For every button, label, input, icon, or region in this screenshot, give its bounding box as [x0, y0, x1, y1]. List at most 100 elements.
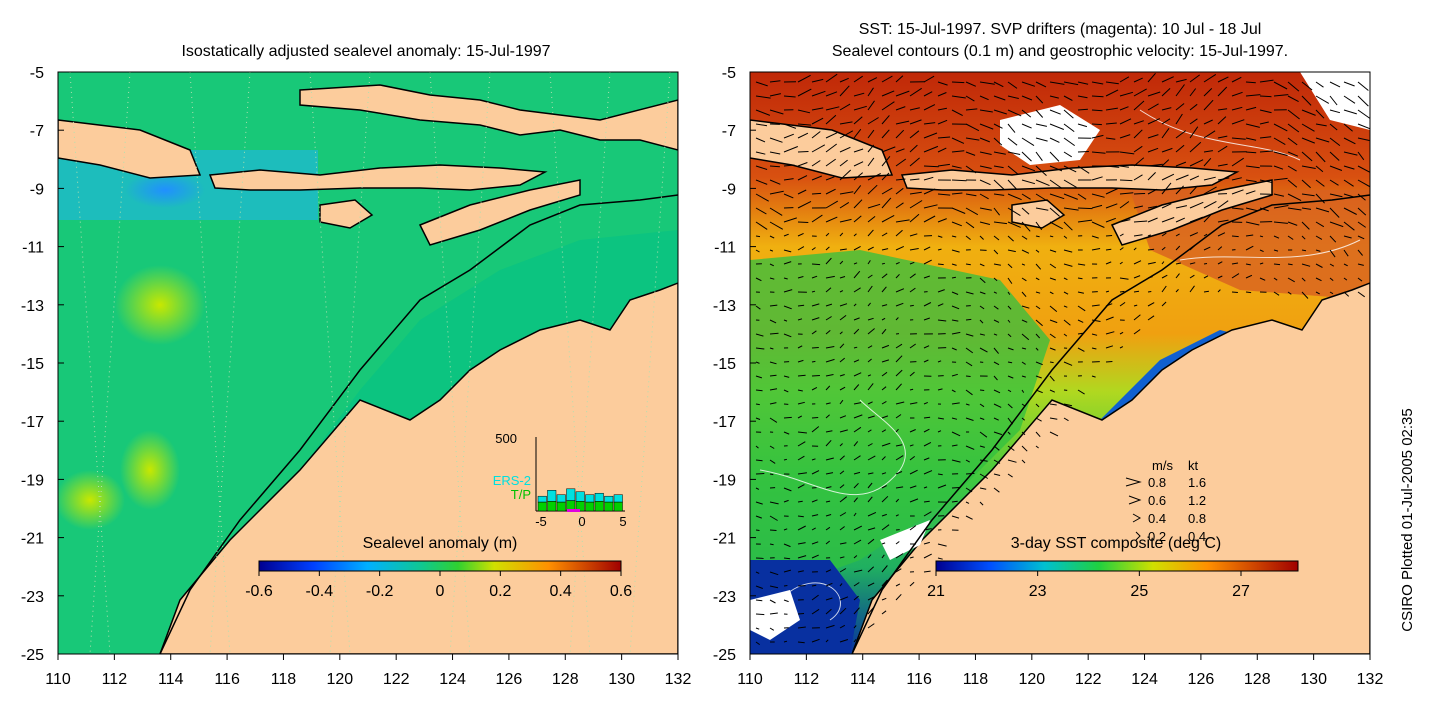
velocity-vector — [1105, 331, 1115, 335]
right-y-axis-ticks: -5 -7 -9 -11 -13 -15 -17 -19 -21 -23 -25 — [713, 65, 756, 664]
velocity-vector — [1357, 179, 1370, 188]
velocity-vector — [1161, 217, 1175, 223]
velocity-vector — [1049, 109, 1061, 115]
left-colorbar — [258, 560, 622, 572]
velocity-vector — [881, 579, 888, 587]
velocity-vector — [895, 541, 900, 545]
velocity-vector — [825, 430, 833, 433]
velocity-vector — [811, 594, 819, 601]
velocity-vector — [853, 92, 865, 97]
velocity-vector — [1021, 137, 1035, 147]
velocity-vector — [853, 128, 862, 139]
velocity-vector — [1287, 179, 1298, 188]
velocity-vector — [797, 276, 804, 279]
velocity-vector — [909, 498, 919, 503]
velocity-vector — [1147, 234, 1151, 237]
velocity-vector — [1189, 141, 1202, 153]
velocity-vector — [1063, 151, 1072, 158]
velocity-vector — [923, 122, 936, 125]
velocity-vector — [1119, 118, 1132, 125]
velocity-vector — [1273, 263, 1281, 266]
left-x-tick-label: 130 — [608, 671, 635, 688]
velocity-vector — [755, 403, 760, 406]
velocity-vector — [1287, 193, 1302, 202]
velocity-vector — [1245, 291, 1252, 294]
velocity-vector — [993, 221, 1008, 225]
velocity-vector — [1189, 126, 1199, 139]
velocity-vector — [937, 417, 944, 420]
velocity-vector — [1343, 95, 1356, 104]
velocity-vector — [825, 540, 831, 545]
velocity-vector — [825, 385, 831, 391]
velocity-vector — [1049, 235, 1054, 238]
velocity-vector — [1147, 72, 1156, 83]
velocity-vector — [755, 487, 760, 490]
velocity-vector — [1133, 145, 1143, 153]
velocity-vector — [881, 386, 887, 391]
velocity-vector — [1063, 305, 1068, 308]
velocity-vector — [1035, 207, 1049, 211]
velocity-vector — [853, 402, 862, 405]
velocity-vector — [1301, 179, 1311, 189]
velocity-vector — [881, 542, 886, 545]
velocity-vector — [909, 469, 918, 475]
velocity-vector — [797, 455, 805, 461]
inset-bar-tp — [537, 501, 547, 512]
velocity-vector — [951, 331, 961, 335]
velocity-vector — [1021, 403, 1026, 407]
velocity-vector — [881, 328, 887, 335]
velocity-vector — [951, 291, 959, 295]
velocity-vector — [769, 332, 779, 335]
velocity-vector — [1329, 179, 1339, 186]
right-colorbar-tick-label: 27 — [1232, 583, 1250, 600]
velocity-vector — [867, 606, 875, 615]
velocity-vector — [1035, 263, 1042, 270]
velocity-vector — [1021, 249, 1030, 254]
velocity-vector — [923, 132, 938, 139]
velocity-vector — [797, 626, 806, 629]
velocity-vector — [937, 473, 943, 476]
velocity-vector — [811, 514, 819, 517]
velocity-vector — [769, 179, 781, 185]
velocity-vector — [1245, 263, 1251, 266]
velocity-vector — [993, 123, 1003, 129]
velocity-vector — [1119, 134, 1131, 139]
velocity-vector — [1217, 76, 1229, 83]
velocity-vector — [1091, 123, 1102, 126]
velocity-vector — [1007, 417, 1014, 425]
velocity-vector — [1133, 304, 1138, 307]
velocity-vector — [1203, 246, 1211, 251]
left-colorbar-label: Sealevel anomaly (m) — [363, 535, 518, 552]
plot-credit-label: CSIRO Plotted 01-Jul-2005 02:35 — [1399, 408, 1416, 631]
velocity-vector — [1301, 81, 1313, 91]
velocity-vector — [1077, 291, 1085, 294]
velocity-vector — [1035, 291, 1041, 294]
left-colorbar-tick-label: -0.2 — [366, 583, 394, 600]
velocity-vector — [979, 291, 986, 295]
velocity-vector — [951, 109, 963, 117]
velocity-vector — [811, 458, 816, 461]
velocity-vector — [1217, 108, 1228, 111]
velocity-vector — [1035, 431, 1041, 438]
velocity-vector — [1049, 277, 1056, 281]
velocity-vector — [1147, 217, 1158, 223]
velocity-vector — [1007, 263, 1013, 269]
velocity-vector — [1315, 263, 1323, 268]
velocity-vector — [853, 441, 859, 447]
velocity-vector — [783, 261, 792, 265]
velocity-vector — [1301, 277, 1306, 282]
velocity-vector — [839, 443, 843, 447]
velocity-vector — [811, 541, 819, 545]
velocity-vector — [951, 192, 963, 195]
velocity-vector — [811, 499, 818, 503]
velocity-vector — [881, 472, 887, 475]
velocity-vector — [1021, 361, 1026, 365]
velocity-vector — [811, 638, 820, 643]
velocity-vector — [1287, 95, 1299, 103]
velocity-vector — [937, 193, 951, 196]
velocity-vector — [867, 328, 875, 335]
velocity-vector — [783, 305, 792, 310]
velocity-vector — [1063, 403, 1073, 407]
velocity-vector — [867, 184, 878, 195]
velocity-vector — [853, 471, 861, 475]
